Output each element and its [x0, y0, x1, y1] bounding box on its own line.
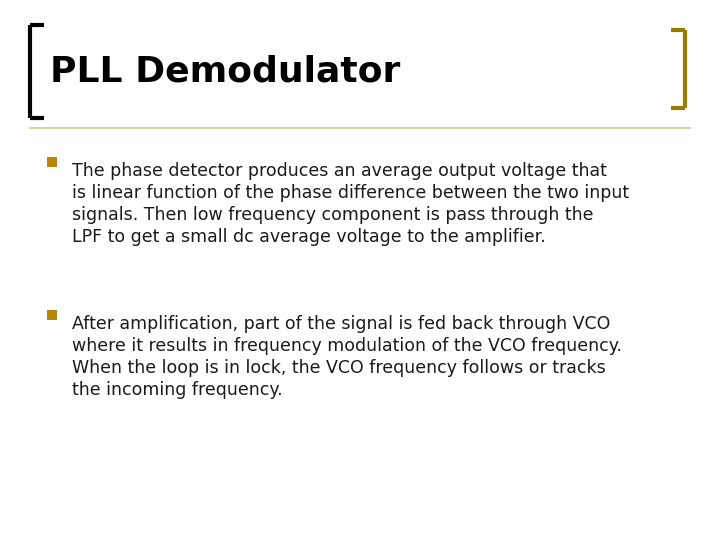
Text: PLL Demodulator: PLL Demodulator — [50, 55, 400, 89]
Text: signals. Then low frequency component is pass through the: signals. Then low frequency component is… — [72, 206, 593, 224]
Text: The phase detector produces an average output voltage that: The phase detector produces an average o… — [72, 162, 607, 180]
Text: where it results in frequency modulation of the VCO frequency.: where it results in frequency modulation… — [72, 337, 622, 355]
Text: the incoming frequency.: the incoming frequency. — [72, 381, 283, 399]
Text: LPF to get a small dc average voltage to the amplifier.: LPF to get a small dc average voltage to… — [72, 228, 546, 246]
Text: is linear function of the phase difference between the two input: is linear function of the phase differen… — [72, 184, 629, 202]
Text: After amplification, part of the signal is fed back through VCO: After amplification, part of the signal … — [72, 315, 611, 333]
Text: When the loop is in lock, the VCO frequency follows or tracks: When the loop is in lock, the VCO freque… — [72, 359, 606, 377]
